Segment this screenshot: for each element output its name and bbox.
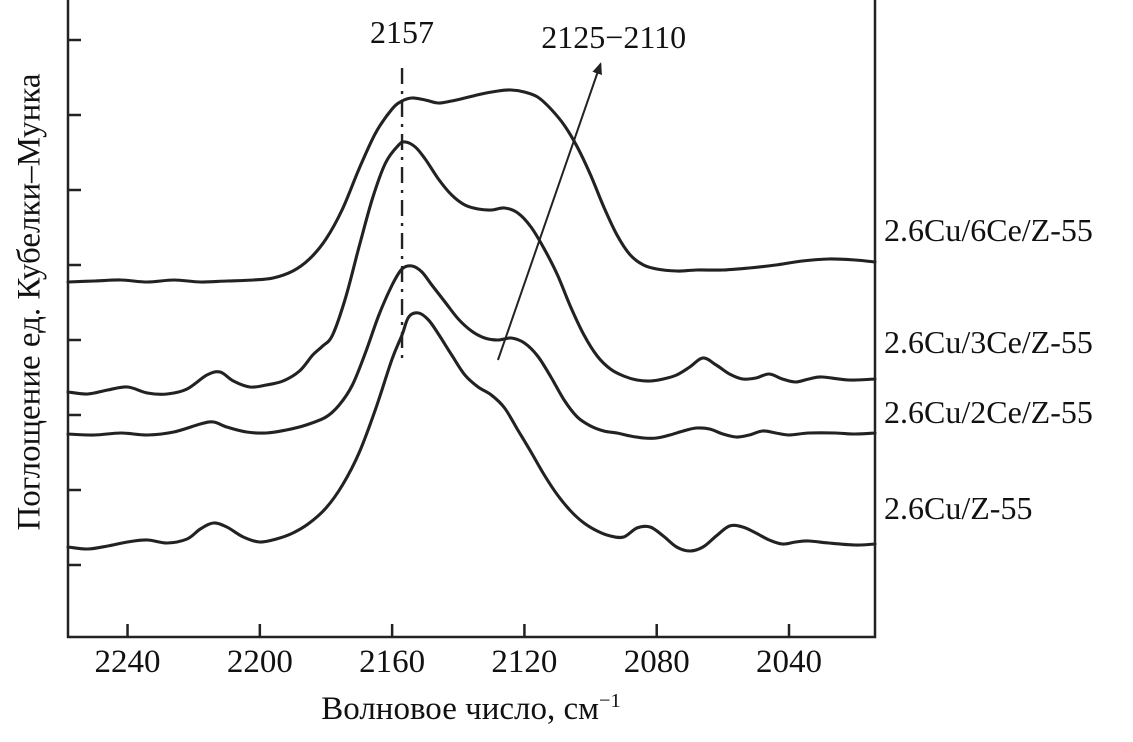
annotation-peak-2157: 2157 — [370, 14, 435, 50]
x-tick-label-2080: 2080 — [623, 644, 690, 680]
series-label-2ce: 2.6Cu/2Ce/Z-55 — [884, 394, 1093, 430]
x-tick-label-2120: 2120 — [491, 644, 558, 680]
x-tick-label-2200: 2200 — [226, 644, 293, 680]
x-axis-label: Волновое число, см−1 — [321, 690, 621, 728]
annotation-range-2125-2110: 2125−2110 — [541, 19, 687, 55]
x-tick-label-2040: 2040 — [756, 644, 822, 680]
x-axis-label-superscript: −1 — [599, 690, 621, 712]
x-tick-label-2240: 2240 — [94, 644, 161, 680]
series-label-3ce: 2.6Cu/3Ce/Z-55 — [884, 324, 1093, 360]
series-label-cu: 2.6Cu/Z-55 — [884, 490, 1033, 526]
y-axis-label: Поглощение ед. Кубелки–Мунка — [11, 73, 48, 531]
x-axis-label-text: Волновое число, см — [321, 691, 600, 727]
series-label-6ce: 2.6Cu/6Ce/Z-55 — [884, 212, 1093, 248]
x-tick-label-2160: 2160 — [359, 644, 426, 680]
